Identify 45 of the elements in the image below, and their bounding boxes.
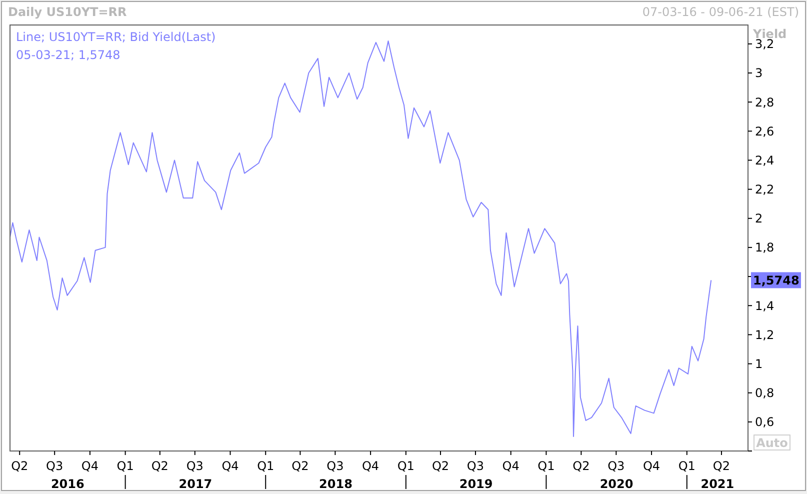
- text: 2017: [178, 477, 212, 491]
- y-tick-label: 1: [755, 356, 763, 371]
- y-tick-label: 0,6: [755, 415, 774, 430]
- text: 2020: [600, 477, 634, 491]
- x-tick-label: Q4: [81, 459, 98, 473]
- y-tick-label: 2,2: [755, 182, 774, 196]
- x-tick-label: Q4: [642, 459, 660, 473]
- y-tick-label: 2: [755, 212, 763, 226]
- x-tick-label: Q3: [608, 459, 625, 473]
- y-tick-label: 1,2: [755, 328, 774, 342]
- x-tick-label: Q1: [257, 459, 274, 473]
- x-tick-label: Q3: [186, 459, 204, 473]
- x-tick-label: Q1: [538, 459, 555, 473]
- x-tick-label: Q1: [116, 459, 134, 473]
- y-tick-label: 1,8: [755, 240, 774, 255]
- y-tick-label: 3: [755, 66, 763, 80]
- x-tick-label: Q2: [11, 459, 28, 473]
- annotation: 05-03-21; 1,5748: [16, 48, 120, 62]
- x-tick-label: Q3: [46, 459, 64, 473]
- y-tick-label: 2,6: [755, 124, 774, 138]
- chart-title: Daily US10YT=RR: [8, 5, 127, 19]
- y-tick-label: 3,2: [755, 37, 774, 52]
- y-tick-label: 1,4: [755, 298, 774, 313]
- x-tick-label: Q2: [572, 459, 590, 473]
- x-tick-label: Q2: [151, 459, 168, 473]
- x-tick-label: Q1: [397, 459, 414, 473]
- y-tick-label: 0,8: [755, 386, 774, 400]
- x-tick-label: Q1: [678, 459, 696, 473]
- x-tick-label: Q3: [466, 459, 484, 473]
- text: 2016: [50, 477, 84, 491]
- x-tick-label: Q2: [292, 459, 309, 473]
- x-tick-label: Q2: [712, 459, 730, 473]
- text: 2018: [319, 477, 352, 491]
- chart-subtitle: 07-03-16 - 09-06-21 (EST): [642, 5, 799, 19]
- text: 2021: [700, 477, 734, 491]
- x-tick-label: Q4: [222, 459, 239, 473]
- x-tick-label: Q2: [432, 459, 450, 473]
- text: Line; US10YT=RR; Bid Yield(Last): [16, 30, 216, 44]
- text: 2019: [459, 477, 493, 491]
- x-tick-label: Q4: [362, 459, 380, 473]
- y-tick-label: 2,8: [755, 95, 774, 110]
- x-tick-label: Q4: [502, 459, 520, 473]
- y-tick-label: 2,4: [755, 153, 774, 168]
- x-tick-label: Q3: [326, 459, 344, 473]
- text: 1,5748: [753, 273, 800, 288]
